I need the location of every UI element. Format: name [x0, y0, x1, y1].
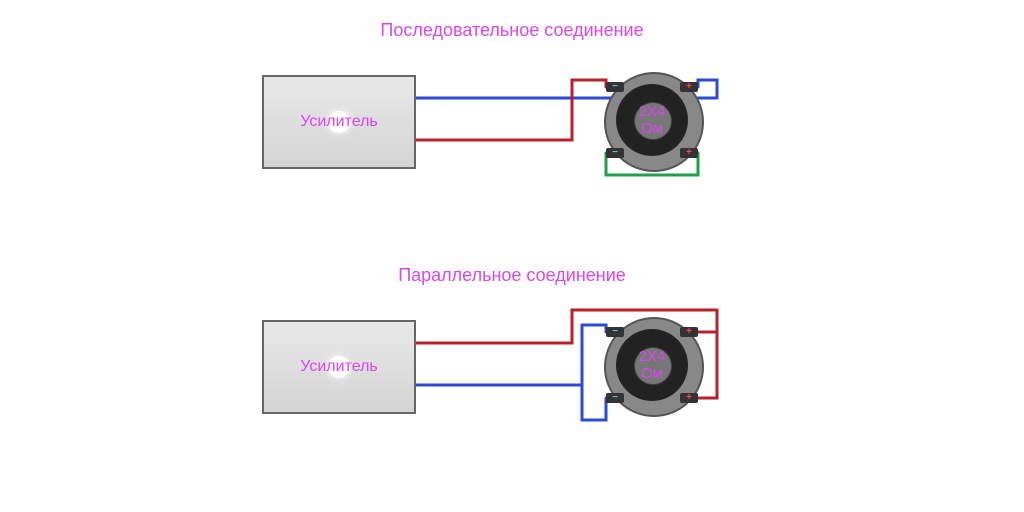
speaker-label: 2X4Ом	[627, 349, 677, 382]
parallel-diagram: Параллельное соединениеУсилитель2X4Ом+−+…	[262, 265, 762, 465]
terminal-bot_plus: +	[680, 148, 698, 158]
terminal-top_minus: −	[606, 327, 624, 337]
minus-icon: −	[612, 327, 618, 337]
speaker-label: 2X4Ом	[627, 104, 677, 137]
amplifier-label: Усилитель	[300, 358, 378, 376]
terminal-bot_plus: +	[680, 393, 698, 403]
minus-icon: −	[612, 148, 618, 158]
plus-icon: +	[686, 393, 692, 403]
plus-icon: +	[686, 327, 692, 337]
series-diagram: Последовательное соединениеУсилитель2X4О…	[262, 20, 762, 220]
amplifier-label: Усилитель	[300, 113, 378, 131]
terminal-bot_minus: −	[606, 148, 624, 158]
terminal-top_minus: −	[606, 82, 624, 92]
plus-icon: +	[686, 82, 692, 92]
minus-icon: −	[612, 393, 618, 403]
terminal-top_plus: +	[680, 327, 698, 337]
terminal-top_plus: +	[680, 82, 698, 92]
minus-icon: −	[612, 82, 618, 92]
terminal-bot_minus: −	[606, 393, 624, 403]
plus-icon: +	[686, 148, 692, 158]
